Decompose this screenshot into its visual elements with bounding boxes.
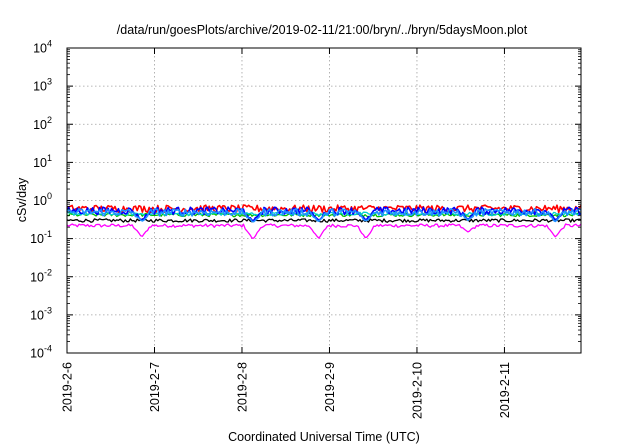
x-tick-label: 2019-2-8 [235,362,249,412]
x-tick-label: 2019-2-7 [148,362,162,412]
x-axis-label: Coordinated Universal Time (UTC) [228,430,420,444]
series-line [66,207,582,223]
ticks: 10-4 10-3 10-2 10-1 100 101 102 103 104 2019-2-6 2… [30,39,581,419]
y-tick-label: 10-2 [30,267,52,284]
series-line [66,218,582,223]
y-tick-label: 101 [33,153,52,170]
x-tick-label: 2019-2-10 [410,362,424,419]
y-axis-label: cSv/day [15,177,29,222]
series-layer [66,204,582,239]
chart-title: /data/run/goesPlots/archive/2019-02-11/2… [117,23,528,37]
x-tick-label: 2019-2-9 [323,362,337,412]
y-tick-label: 10-3 [30,305,52,322]
y-tick-label: 102 [33,115,52,132]
x-tick-label: 2019-2-6 [61,362,75,412]
x-tick-label: 2019-2-11 [498,362,512,418]
y-tick-label: 10-1 [30,229,52,246]
series-line [66,206,582,222]
y-tick-label: 103 [33,77,52,94]
y-tick-label: 10-4 [30,344,52,361]
grid [67,48,581,353]
y-tick-label: 100 [33,191,52,208]
y-tick-label: 104 [33,39,52,56]
series-line [66,223,582,239]
series-line [66,204,582,214]
